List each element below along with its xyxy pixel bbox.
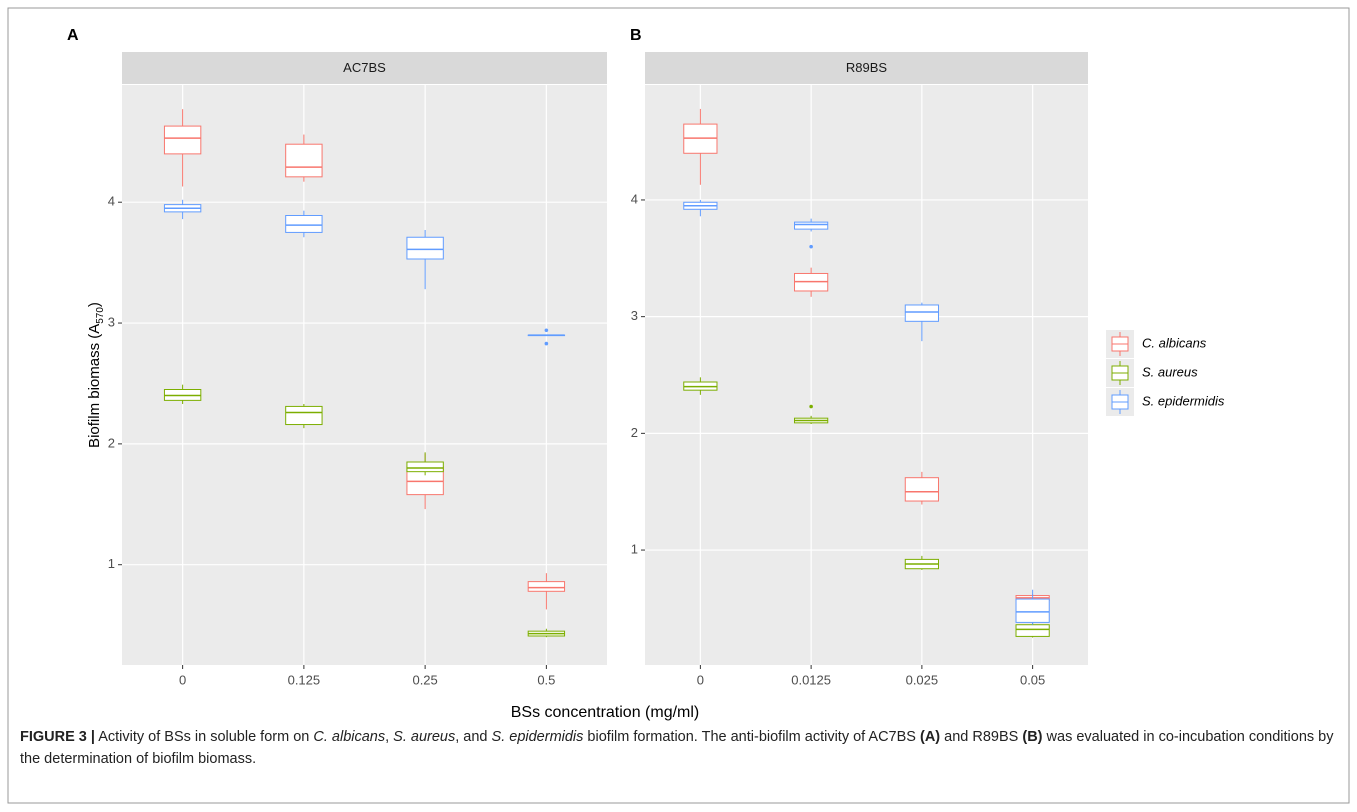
- y-tick-label: 1: [108, 556, 115, 571]
- box: [527, 581, 566, 592]
- panel-letter: A: [67, 27, 79, 44]
- caption-run: S. epidermidis: [491, 729, 584, 745]
- strip: [122, 52, 607, 84]
- legend-label: S. epidermidis: [1142, 393, 1225, 408]
- y-tick-label: 2: [108, 435, 115, 450]
- frame: [7, 7, 1350, 804]
- caption-run: Activity of BSs in soluble form on: [94, 729, 314, 745]
- box: [1015, 598, 1050, 623]
- x-tick-label: 0.5: [537, 672, 555, 687]
- x-axis-label: BSs concentration (mg/ml): [511, 704, 700, 721]
- strip-title: R89BS: [846, 60, 888, 75]
- x-tick-label: 0: [179, 672, 186, 687]
- y-axis-label: Biofilm biomass (A570): [86, 302, 106, 448]
- caption-run: C. albicans: [313, 729, 386, 745]
- outlier: [809, 244, 813, 249]
- plot-background: [645, 85, 1088, 665]
- caption-run: biofilm formation. The anti-biofilm acti…: [583, 729, 920, 745]
- box: [406, 236, 444, 260]
- box: [406, 461, 444, 473]
- y-tick-label: 2: [631, 425, 638, 440]
- outlier: [544, 328, 549, 333]
- x-tick-label: 0.125: [288, 672, 321, 687]
- box: [904, 477, 939, 502]
- y-label-close: ): [86, 302, 103, 307]
- box: [794, 221, 829, 230]
- x-tick-label: 0.05: [1020, 672, 1045, 687]
- strip: [645, 52, 1088, 84]
- legend-label: S. aureus: [1142, 364, 1198, 379]
- outlier: [544, 341, 549, 346]
- y-label-sub: 570: [95, 307, 106, 324]
- strip-title: AC7BS: [343, 60, 386, 75]
- y-tick-label: 3: [631, 308, 638, 323]
- box: [285, 143, 323, 178]
- outlier: [809, 404, 813, 409]
- caption-run: , and: [455, 729, 492, 745]
- caption-run: (A): [920, 729, 941, 745]
- x-tick-label: 0.25: [412, 672, 437, 687]
- x-tick-label: 0.025: [906, 672, 939, 687]
- y-label-text: Biofilm biomass (A: [86, 324, 103, 448]
- y-tick-label: 3: [108, 314, 115, 329]
- panel-letter: B: [630, 27, 642, 44]
- box: [163, 125, 202, 155]
- legend-label: C. albicans: [1142, 335, 1207, 350]
- caption-label: FIGURE 3 |: [20, 729, 95, 745]
- x-tick-label: 0.0125: [791, 672, 831, 687]
- y-tick-label: 4: [108, 194, 115, 209]
- caption-run: S. aureus: [393, 729, 456, 745]
- y-tick-label: 4: [631, 191, 638, 206]
- caption-run: was evaluated in co-incubation condition…: [20, 729, 1334, 767]
- box: [285, 215, 323, 233]
- caption-run: ,: [385, 729, 394, 745]
- y-tick-label: 1: [631, 541, 638, 556]
- box: [904, 304, 939, 322]
- plot-background: [122, 85, 607, 665]
- caption-run: and R89BS: [940, 729, 1023, 745]
- box: [1015, 624, 1050, 637]
- x-tick-label: 0: [697, 672, 704, 687]
- caption-run: (B): [1022, 729, 1043, 745]
- caption: FIGURE 3 | Activity of BSs in soluble fo…: [20, 726, 1338, 770]
- box: [285, 405, 323, 426]
